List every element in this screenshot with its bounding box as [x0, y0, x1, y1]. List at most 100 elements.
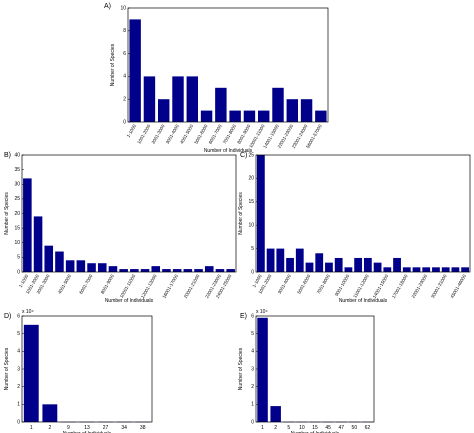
x-tick-label: 2001-3000 [151, 123, 166, 145]
y-tick-label: 0 [17, 419, 20, 425]
x-tick-label: 10001-11000 [119, 273, 137, 299]
y-tick-label: 20 [14, 211, 20, 217]
bar [65, 260, 75, 272]
bar [226, 269, 235, 272]
bar [344, 267, 353, 272]
bar [87, 263, 96, 272]
x-tick-label: 5001-6000 [296, 273, 311, 295]
y-tick-label: 5 [17, 255, 20, 261]
y-tick-label: 6 [17, 313, 20, 319]
x-tick-label: 27 [103, 425, 109, 431]
y-axis-label: Number of Species [4, 192, 10, 235]
bar [229, 110, 241, 122]
x-tick-label: 1-1000 [126, 123, 138, 138]
bar [55, 251, 64, 272]
bar [243, 110, 256, 122]
x-tick-label: 30001-31000 [430, 273, 448, 299]
bar [23, 178, 32, 272]
x-tick-label: 8001-9000 [236, 123, 251, 145]
bar [42, 404, 58, 422]
panel-label: D) [4, 313, 11, 320]
x-axis-label: Number of Individuals [339, 298, 388, 304]
bar [76, 260, 86, 272]
bar [373, 262, 382, 272]
bar [172, 76, 184, 122]
bar [97, 263, 107, 272]
y-tick-label: 15 [248, 199, 254, 205]
bar [354, 257, 363, 272]
x-tick-label: 17001-18000 [391, 273, 409, 299]
x-tick-label: 5 [287, 425, 290, 431]
panel-label: E) [240, 313, 247, 320]
x-tick-label: 1-1000 [18, 273, 30, 288]
bar [186, 76, 198, 122]
plot-frame [255, 154, 471, 273]
x-axis-label: Number of Individuals [105, 298, 154, 304]
y-tick-label: 35 [14, 167, 20, 173]
x-axis-label: Number of Individuals [63, 431, 112, 433]
x-tick-label: 45 [325, 425, 331, 431]
bar [119, 269, 128, 272]
bar [183, 269, 193, 272]
x-tick-label: 4001-5000 [179, 123, 194, 145]
panel-label: A) [104, 3, 111, 10]
y-tick-label: 15 [14, 225, 20, 231]
x-tick-label: 20001-21000 [183, 273, 201, 299]
y-tick-label: 4 [251, 349, 254, 355]
plot-frame [255, 315, 375, 423]
plot-frame [127, 7, 329, 123]
x-tick-label: 14001-15000 [372, 273, 390, 299]
bar [300, 99, 313, 122]
x-tick-label: 7001-8000 [222, 123, 237, 145]
bar [325, 262, 333, 272]
exponent-label: x 10⁴ [22, 309, 34, 315]
bar [151, 266, 161, 272]
bar [33, 216, 43, 272]
bar [215, 269, 225, 272]
y-tick-label: 10 [120, 5, 126, 11]
bar [23, 324, 39, 422]
y-axis-label: Number of Species [4, 347, 10, 390]
y-tick-label: 5 [17, 331, 20, 337]
x-tick-label: 13 [84, 425, 90, 431]
bar [258, 110, 270, 122]
x-tick-label: 38 [140, 425, 146, 431]
bar [108, 266, 118, 272]
x-tick-label: 2 [48, 425, 51, 431]
y-axis-label: Number of Species [238, 192, 244, 235]
bar [256, 155, 265, 272]
y-tick-label: 6 [123, 51, 126, 57]
x-tick-label: 8001-9000 [100, 273, 115, 295]
x-tick-label: 47 [338, 425, 344, 431]
y-tick-label: 10 [14, 240, 20, 246]
y-tick-label: 1 [17, 402, 20, 408]
bar [143, 76, 156, 122]
y-tick-label: 4 [17, 349, 20, 355]
bar [158, 99, 170, 122]
bar [215, 87, 227, 122]
x-tick-label: 7001-8000 [316, 273, 331, 295]
y-tick-label: 2 [251, 384, 254, 390]
y-tick-label: 2 [17, 384, 20, 390]
bar [286, 99, 298, 122]
x-tick-label: 5001-6000 [193, 123, 208, 145]
y-axis-label: Number of Species [110, 43, 116, 86]
y-tick-label: 40 [14, 152, 20, 158]
x-tick-label: 1-1000 [251, 273, 263, 288]
x-tick-label: 34 [121, 425, 127, 431]
y-tick-label: 0 [251, 269, 254, 275]
x-tick-label: 16001-17000 [161, 273, 179, 299]
y-tick-label: 30 [14, 182, 20, 188]
bar [305, 262, 314, 272]
bar [276, 248, 285, 272]
x-tick-label: 3001-4000 [165, 123, 180, 145]
x-tick-label: 10 [299, 425, 305, 431]
plot-frame [21, 154, 237, 273]
bar [272, 87, 284, 122]
y-axis-label: Number of Species [238, 347, 244, 390]
bar [257, 317, 268, 422]
x-tick-label: 62 [365, 425, 371, 431]
y-tick-label: 0 [251, 419, 254, 425]
x-tick-label: 50 [352, 425, 358, 431]
